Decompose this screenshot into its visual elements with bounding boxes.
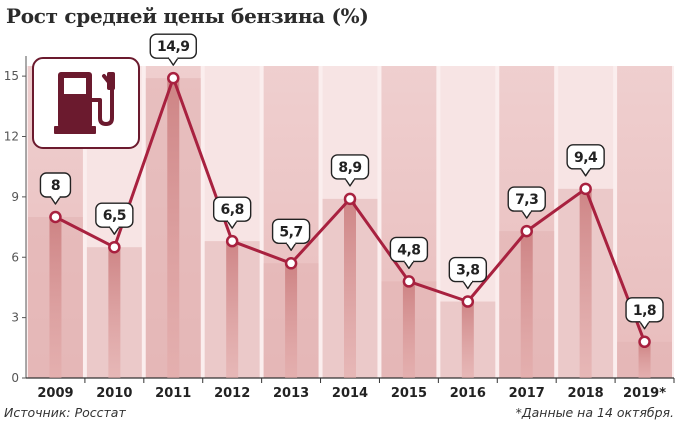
chart-title: Рост средней цены бензина (%) [6, 4, 369, 28]
x-tick-label-2011: 2011 [155, 386, 191, 401]
data-label-2019*: 1,8 [625, 297, 664, 330]
data-label-2013: 5,7 [271, 218, 311, 251]
point-2010 [108, 240, 121, 254]
point-2011 [167, 71, 180, 85]
point-2017 [520, 224, 533, 238]
data-label-pointer [344, 177, 356, 187]
x-tick-label-2010: 2010 [96, 386, 132, 401]
stem-2016 [461, 301, 474, 378]
point-2014 [343, 192, 357, 206]
stems [49, 78, 651, 378]
stem-2011 [167, 78, 180, 378]
x-tick-label-2009: 2009 [37, 386, 73, 401]
y-tick-label-15: 15 [4, 69, 19, 83]
data-label-2018: 9,4 [566, 144, 605, 177]
y-tick-label-6: 6 [11, 250, 19, 264]
stem-2013 [285, 263, 298, 378]
data-label-text: 8 [51, 178, 60, 194]
data-label-pointer [285, 242, 297, 251]
data-label-pointer [49, 196, 62, 205]
data-label-2017: 7,3 [507, 186, 546, 219]
data-label-text: 3,8 [456, 263, 479, 279]
source-note: Источник: Росстат [4, 405, 126, 420]
data-label-2011: 14,9 [149, 33, 197, 66]
data-label-text: 1,8 [633, 303, 656, 319]
points [49, 71, 651, 349]
y-tick-label-12: 12 [4, 130, 19, 144]
data-labels: 8 6,5 14,9 6,8 5,7 8,9 4,8 3,8 7,3 9,4 1,8 [39, 33, 664, 330]
data-label-pointer [521, 210, 533, 219]
stem-2018 [579, 188, 592, 378]
y-tick-label-9: 9 [11, 190, 19, 204]
stem-2009 [49, 217, 62, 378]
data-label-pointer [167, 57, 179, 66]
x-tick-label-2013: 2013 [273, 386, 309, 401]
stem-2012 [226, 241, 239, 378]
x-tick-label-2014: 2014 [332, 386, 368, 401]
data-label-text: 8,9 [338, 160, 361, 176]
point-2019* [638, 335, 651, 349]
data-label-2015: 4,8 [389, 236, 429, 270]
stem-2019* [638, 341, 651, 378]
column-bg-2019* [617, 66, 672, 378]
data-label-text: 6,8 [221, 202, 244, 218]
data-label-pointer [462, 280, 474, 290]
data-label-text: 6,5 [103, 208, 126, 224]
fuel-pump-icon [32, 57, 140, 149]
data-label-pointer [638, 320, 651, 330]
point-2013 [284, 257, 298, 270]
data-label-2012: 6,8 [212, 196, 252, 229]
data-label-text: 7,3 [515, 192, 538, 208]
data-label-text: 14,9 [157, 39, 190, 55]
data-label-2014: 8,9 [330, 154, 370, 187]
data-label-pointer [403, 260, 415, 270]
stem-2015 [402, 281, 415, 378]
data-label-text: 9,4 [574, 150, 598, 166]
data-label-pointer [108, 226, 120, 235]
stem-2017 [520, 231, 533, 378]
point-2016 [461, 295, 475, 308]
point-2015 [402, 275, 416, 288]
point-2012 [225, 234, 239, 248]
x-tick-label-2016: 2016 [450, 386, 486, 401]
x-tick-label-2019*: 2019* [623, 386, 666, 401]
data-label-2016: 3,8 [448, 256, 488, 290]
stem-2014 [344, 198, 356, 378]
x-tick-label-2015: 2015 [391, 386, 427, 401]
footnote: *Данные на 14 октября. [515, 405, 674, 420]
data-label-pointer [580, 167, 592, 177]
y-tick-label-0: 0 [11, 371, 19, 385]
x-tick-label-2012: 2012 [214, 386, 250, 401]
data-label-2009: 8 [39, 172, 72, 205]
x-tick-label-2018: 2018 [568, 386, 604, 401]
data-label-2010: 6,5 [95, 202, 134, 235]
y-tick-label-3: 3 [11, 311, 19, 325]
stem-2010 [108, 247, 121, 378]
point-2009 [49, 210, 62, 224]
data-label-pointer [226, 220, 238, 229]
point-2018 [579, 182, 592, 196]
data-label-text: 5,7 [279, 224, 302, 240]
data-label-text: 4,8 [397, 242, 420, 258]
x-tick-label-2017: 2017 [509, 386, 545, 401]
